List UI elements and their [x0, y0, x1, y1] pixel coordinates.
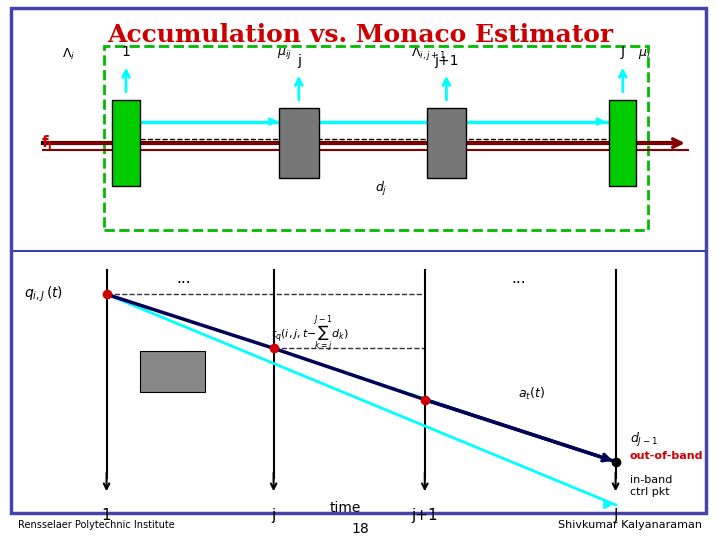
- Text: $\Lambda_{i,j+1}$: $\Lambda_{i,j+1}$: [410, 45, 446, 63]
- Text: $q_{i,J}\,(t)$: $q_{i,J}\,(t)$: [24, 285, 63, 304]
- Bar: [426, 108, 467, 178]
- Bar: [104, 46, 648, 230]
- Bar: [279, 108, 318, 178]
- Text: j: j: [271, 508, 276, 523]
- Text: time: time: [330, 501, 361, 515]
- Text: j+1: j+1: [412, 508, 438, 523]
- Text: out-of-band: out-of-band: [630, 451, 703, 461]
- Text: $t_q(i,j,t{-}\!\sum_{k=j}^{J-1}d_k)$: $t_q(i,j,t{-}\!\sum_{k=j}^{J-1}d_k)$: [271, 314, 348, 355]
- Bar: [112, 100, 140, 186]
- Text: 1: 1: [122, 45, 130, 59]
- Text: 18: 18: [351, 522, 369, 536]
- Text: $d_j$: $d_j$: [375, 180, 388, 198]
- Text: $\mu_i$: $\mu_i$: [638, 47, 651, 61]
- Bar: [609, 100, 636, 186]
- Text: ...: ...: [176, 271, 191, 286]
- Text: j: j: [297, 53, 301, 68]
- Text: Rensselaer Polytechnic Institute: Rensselaer Polytechnic Institute: [18, 520, 175, 530]
- Text: $\mu_{ij}$: $\mu_{ij}$: [277, 46, 292, 62]
- Text: ...: ...: [511, 271, 526, 286]
- Text: $a_t(t)$: $a_t(t)$: [518, 386, 546, 402]
- Text: J: J: [621, 45, 625, 59]
- Text: $d_{J-1}$: $d_{J-1}$: [630, 431, 658, 449]
- Text: $\mathbf{f_i}$: $\mathbf{f_i}$: [41, 134, 53, 152]
- Text: Shivkumar Kalyanaraman: Shivkumar Kalyanaraman: [558, 520, 702, 530]
- Text: Accumulation vs. Monaco Estimator: Accumulation vs. Monaco Estimator: [107, 23, 613, 47]
- Text: in-band
ctrl pkt: in-band ctrl pkt: [630, 475, 672, 497]
- Text: $\Lambda_i$: $\Lambda_i$: [62, 46, 75, 62]
- Text: j+1: j+1: [434, 53, 459, 68]
- Text: J: J: [613, 508, 618, 523]
- Text: 1: 1: [102, 508, 112, 523]
- Bar: [140, 351, 205, 392]
